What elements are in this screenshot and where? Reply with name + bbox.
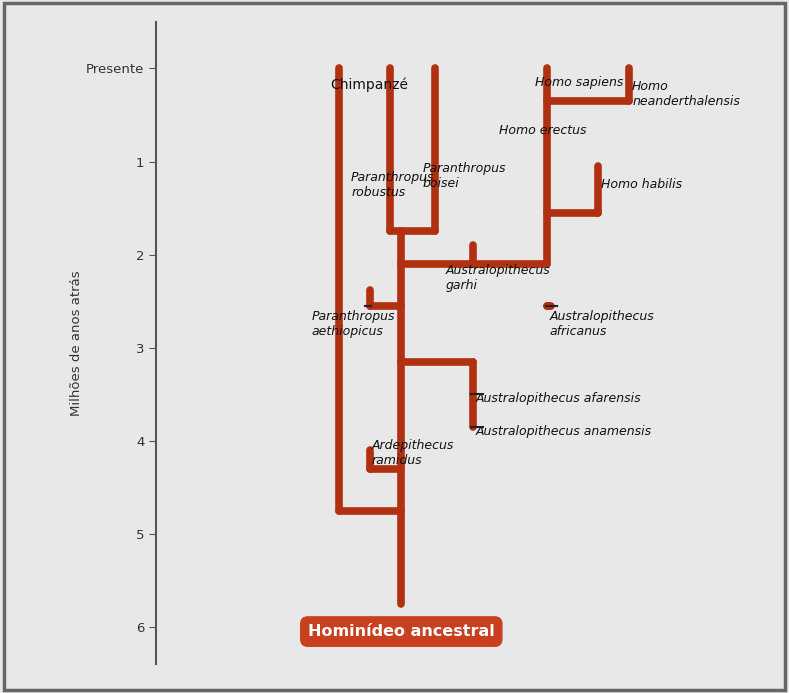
Text: Australopithecus
africanus: Australopithecus africanus <box>549 310 654 338</box>
Text: Australopithecus
garhi: Australopithecus garhi <box>446 264 551 292</box>
Text: Homo
neanderthalensis: Homo neanderthalensis <box>632 80 740 107</box>
Text: Homo erectus: Homo erectus <box>499 124 587 137</box>
Y-axis label: Milhões de anos atrás: Milhões de anos atrás <box>70 270 83 416</box>
Text: Paranthropus
robustus: Paranthropus robustus <box>351 171 435 199</box>
Text: Ardepithecus
ramidus: Ardepithecus ramidus <box>372 439 454 467</box>
Text: Australopithecus afarensis: Australopithecus afarensis <box>476 392 641 405</box>
Text: Paranthropus
boisei: Paranthropus boisei <box>423 161 507 190</box>
Text: Australopithecus anamensis: Australopithecus anamensis <box>476 425 652 438</box>
Text: Homo sapiens: Homo sapiens <box>535 76 623 89</box>
Text: Homo habilis: Homo habilis <box>600 178 682 191</box>
Text: Chimpanzé: Chimpanzé <box>330 78 408 92</box>
Text: Paranthropus
aethiopicus: Paranthropus aethiopicus <box>311 310 394 338</box>
Text: Hominídeo ancestral: Hominídeo ancestral <box>308 624 495 639</box>
